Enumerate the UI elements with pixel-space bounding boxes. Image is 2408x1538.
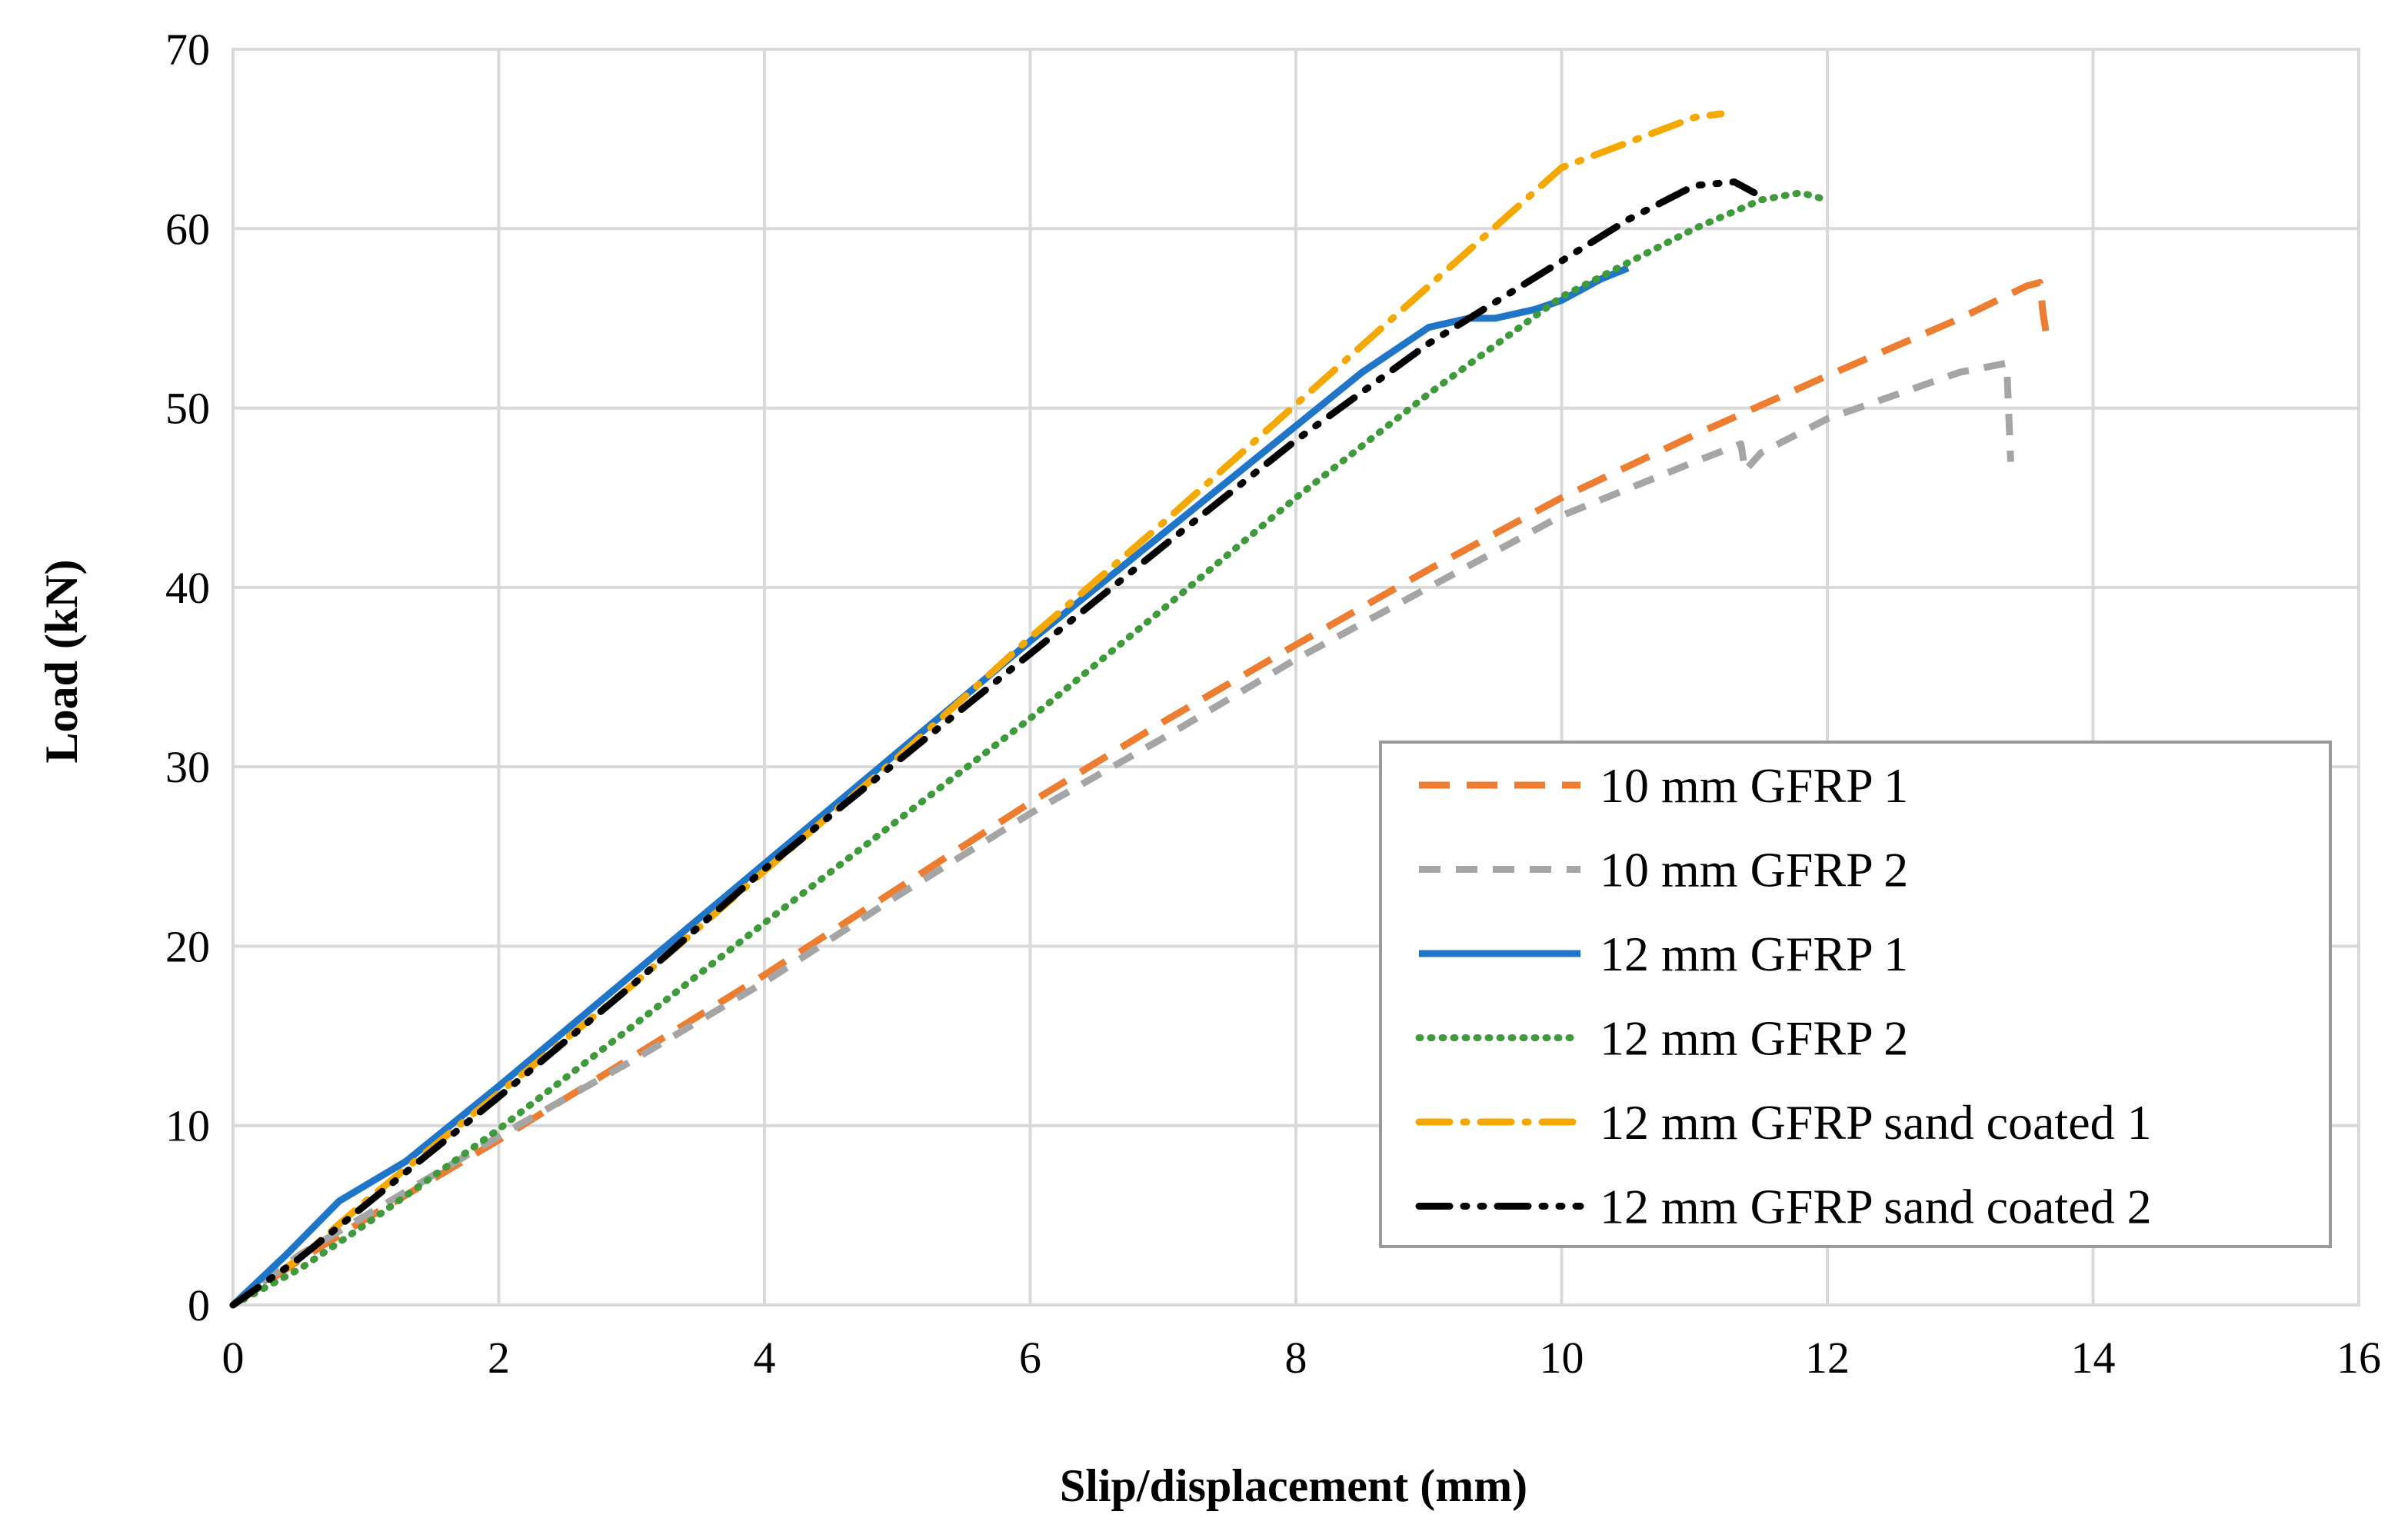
y-tick-label: 50 [165, 384, 210, 434]
series-line-3 [230, 265, 1630, 1308]
legend-box [1379, 741, 2332, 1248]
series-line-6 [229, 178, 1758, 1309]
x-tick-label: 4 [754, 1333, 776, 1383]
y-tick-label: 30 [165, 742, 210, 792]
legend-label: 10 mm GFRP 2 [1600, 843, 1908, 897]
series-line-5 [229, 110, 1725, 1309]
x-tick-label: 6 [1019, 1333, 1041, 1383]
y-tick-label: 0 [188, 1280, 210, 1330]
y-tick-label: 70 [165, 25, 210, 75]
legend-label: 12 mm GFRP sand coated 1 [1600, 1095, 2152, 1150]
series-line-4 [229, 189, 1831, 1309]
x-tick-label: 10 [1540, 1333, 1584, 1383]
x-tick-label: 16 [2336, 1333, 2381, 1383]
x-tick-label: 12 [1805, 1333, 1850, 1383]
y-tick-label: 10 [165, 1101, 210, 1151]
x-tick-label: 14 [2071, 1333, 2116, 1383]
legend-label: 12 mm GFRP 1 [1600, 927, 1908, 981]
x-tick-label: 2 [488, 1333, 510, 1383]
y-tick-label: 60 [165, 204, 210, 254]
x-tick-label: 0 [222, 1333, 245, 1383]
series-lines [229, 110, 2050, 1309]
legend-label: 12 mm GFRP 2 [1600, 1011, 1908, 1066]
y-axis-title: Load (kN) [36, 559, 87, 763]
y-tick-label: 40 [165, 563, 210, 613]
legend: 10 mm GFRP 1 10 mm GFRP 2 12 mm GFRP 1 12 m… [1379, 741, 2332, 1248]
x-axis-title: Slip/displacement (mm) [1060, 1460, 1527, 1511]
plot-area-border [231, 48, 2360, 1307]
y-tick-label: 20 [165, 921, 210, 971]
series-line-2 [231, 359, 2014, 1308]
axes: 0 2 4 6 8 10 12 14 16 0 10 20 30 40 50 60 70 [165, 25, 2381, 1383]
legend-label: 12 mm GFRP sand coated 2 [1600, 1180, 2152, 1234]
x-tick-label: 8 [1285, 1333, 1307, 1383]
legend-label: 10 mm GFRP 1 [1600, 758, 1908, 813]
